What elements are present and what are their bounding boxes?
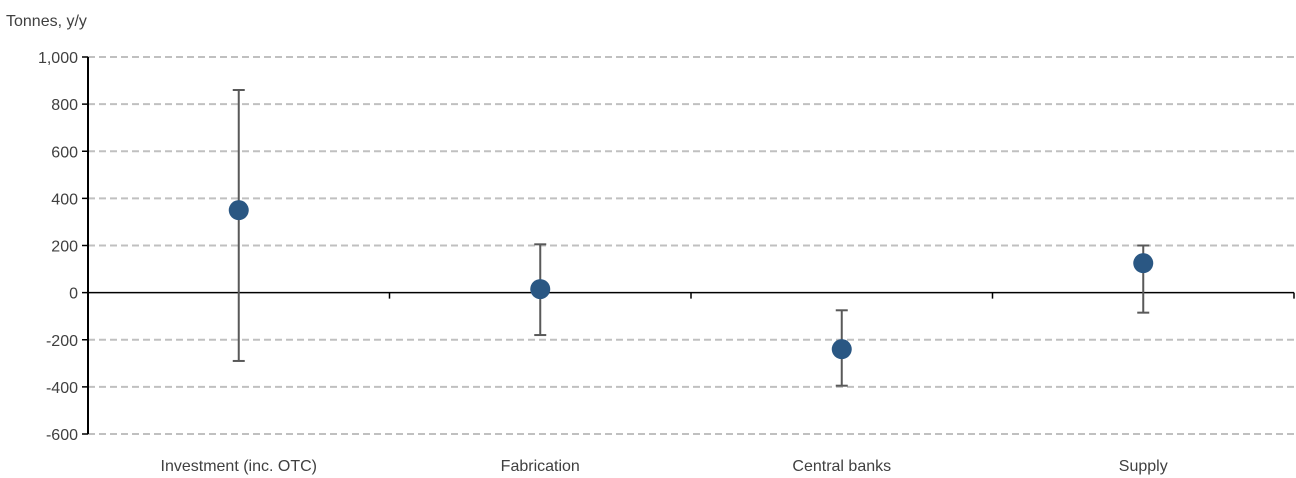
y-tick-label: -600 — [46, 427, 78, 444]
category-label: Supply — [1119, 458, 1168, 475]
y-tick-label: 200 — [51, 239, 78, 256]
category-label: Central banks — [792, 458, 891, 475]
data-point — [1133, 253, 1154, 274]
y-axis-ticks: -600 -400 -200 0 200 400 600 800 1,000 — [38, 50, 88, 444]
gridlines — [88, 56, 1294, 435]
data-point — [831, 339, 852, 360]
y-tick-label: 800 — [51, 97, 78, 114]
category-labels: Investment (inc. OTC) Fabrication Central … — [161, 458, 1168, 475]
axes — [87, 57, 1295, 434]
error-bars — [232, 88, 1150, 387]
data-point — [228, 200, 249, 221]
y-tick-label: 0 — [69, 286, 78, 303]
category-label: Investment (inc. OTC) — [161, 458, 317, 475]
data-point — [530, 279, 551, 300]
category-label: Fabrication — [501, 458, 580, 475]
y-tick-label: -400 — [46, 380, 78, 397]
data-points — [228, 200, 1154, 360]
unit-label: Tonnes, y/y — [6, 13, 87, 30]
y-tick-label: -200 — [46, 333, 78, 350]
y-tick-label: 600 — [51, 144, 78, 161]
y-tick-label: 1,000 — [38, 50, 78, 67]
y-tick-label: 400 — [51, 191, 78, 208]
